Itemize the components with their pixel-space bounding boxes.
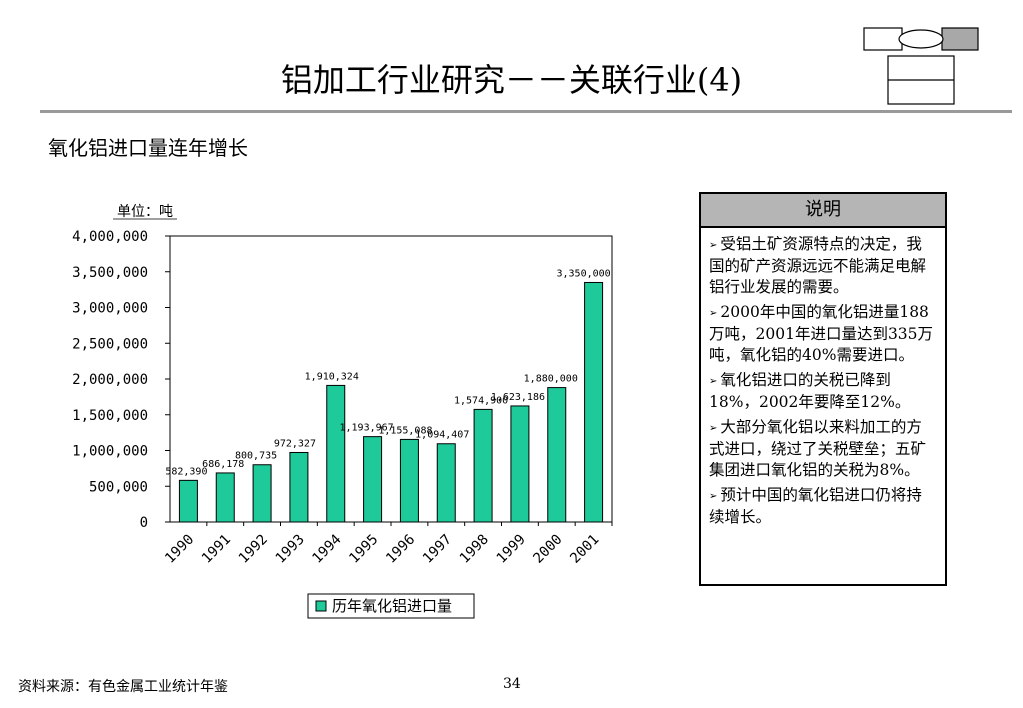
data-label: 686,178 (202, 459, 244, 470)
y-tick-label: 2,500,000 (72, 336, 148, 352)
bullet-arrow-icon: ➢ (709, 376, 718, 387)
page-title: 铝加工行业研究－－关联行业(4) (280, 61, 743, 99)
x-tick-label: 1998 (457, 532, 492, 567)
x-tick-label: 1991 (199, 532, 234, 567)
data-label: 1,094,407 (415, 430, 469, 441)
y-tick-label: 4,000,000 (72, 229, 148, 245)
x-tick-label: 1994 (309, 532, 344, 567)
bar (399, 438, 419, 523)
x-tick-label: 2000 (530, 532, 565, 567)
bar (215, 472, 235, 523)
bar (436, 443, 456, 523)
note-item: ➢ 2000年中国的氧化铝进量188万吨，2001年进口量达到335万吨，氧化铝的… (709, 302, 937, 366)
note-text: 预计中国的氧化铝进口仍将持续增长。 (709, 486, 922, 526)
page-subtitle: 氧化铝进口量连年增长 (48, 136, 248, 160)
note-item: ➢ 氧化铝进口的关税已降到18%，2002年要降至12%。 (709, 370, 937, 413)
note-text: 受铝土矿资源特点的决定，我国的矿产资源远远不能满足电解铝行业发展的需要。 (709, 235, 927, 296)
y-tick-label: 500,000 (89, 479, 148, 495)
note-text: 大部分氧化铝以来料加工的方式进口，绕过了关税壁垒；五矿集团进口氧化铝的关税为8%… (709, 418, 927, 479)
data-label: 1,880,000 (524, 374, 578, 385)
bar (547, 387, 567, 523)
bar (363, 436, 383, 523)
y-tick-label: 3,000,000 (72, 301, 148, 317)
x-tick-label: 2001 (567, 532, 602, 567)
data-label: 1,155,088 (378, 425, 432, 436)
y-tick-label: 2,000,000 (72, 372, 148, 388)
note-text: 氧化铝进口的关税已降到18%，2002年要降至12%。 (709, 371, 911, 411)
note-item: ➢ 受铝土矿资源特点的决定，我国的矿产资源远远不能满足电解铝行业发展的需要。 (709, 234, 937, 298)
data-label: 1,574,900 (454, 395, 508, 406)
y-tick-label: 3,500,000 (72, 265, 148, 281)
unit-label: 单位：吨 (117, 204, 173, 220)
bullet-arrow-icon: ➢ (709, 240, 718, 251)
bullet-arrow-icon: ➢ (709, 308, 718, 319)
legend-swatch (315, 600, 327, 612)
bar (178, 479, 198, 523)
data-label: 972,327 (274, 438, 316, 449)
bar (326, 384, 346, 523)
legend-label: 历年氧化铝进口量 (332, 597, 452, 615)
notes-panel: 说明 ➢ 受铝土矿资源特点的决定，我国的矿产资源远远不能满足电解铝行业发展的需要。… (699, 192, 947, 586)
x-tick-label: 1992 (236, 532, 271, 567)
x-tick-label: 1993 (273, 532, 308, 567)
x-tick-label: 1996 (383, 532, 418, 567)
y-tick-label: 1,000,000 (72, 444, 148, 460)
note-item: ➢ 预计中国的氧化铝进口仍将持续增长。 (709, 485, 937, 528)
notes-body: ➢ 受铝土矿资源特点的决定，我国的矿产资源远远不能满足电解铝行业发展的需要。 ➢ 20… (701, 228, 945, 528)
bar (289, 451, 309, 523)
source-note: 资料来源：有色金属工业统计年鉴 (18, 679, 228, 695)
legend-box (307, 593, 475, 619)
notes-header: 说明 (701, 194, 945, 228)
y-tick-label: 1,500,000 (72, 408, 148, 424)
data-label: 582,390 (165, 466, 207, 477)
data-label: 1,193,967 (339, 423, 393, 434)
logo-diagram (862, 26, 980, 106)
note-text: 2000年中国的氧化铝进量188万吨，2001年进口量达到335万吨，氧化铝的4… (709, 303, 934, 364)
bar (473, 408, 493, 523)
data-label: 1,910,324 (305, 371, 359, 382)
x-tick-label: 1997 (420, 532, 455, 567)
y-tick-label: 0 (140, 515, 148, 531)
bar-chart-svg: 单位：吨 4,000,000 3,500,000 3,000,000 2,500,000… (72, 204, 613, 619)
bar (584, 281, 604, 523)
note-item: ➢ 大部分氧化铝以来料加工的方式进口，绕过了关税壁垒；五矿集团进口氧化铝的关税为8… (709, 417, 937, 481)
data-label: 1,623,186 (491, 392, 545, 403)
bullet-arrow-icon: ➢ (709, 423, 718, 434)
data-label: 800,735 (235, 451, 277, 462)
data-label: 3,350,000 (556, 268, 610, 279)
bar-chart: 单位：吨 4,000,000 3,500,000 3,000,000 2,500,000… (0, 190, 690, 630)
bar (252, 464, 272, 523)
bar (510, 405, 530, 523)
x-tick-label: 1999 (494, 532, 529, 567)
x-tick-label: 1995 (346, 532, 381, 567)
bullet-arrow-icon: ➢ (709, 491, 718, 502)
page-number: 34 (503, 676, 521, 692)
title-divider (40, 110, 1012, 113)
x-tick-label: 1990 (162, 532, 197, 567)
